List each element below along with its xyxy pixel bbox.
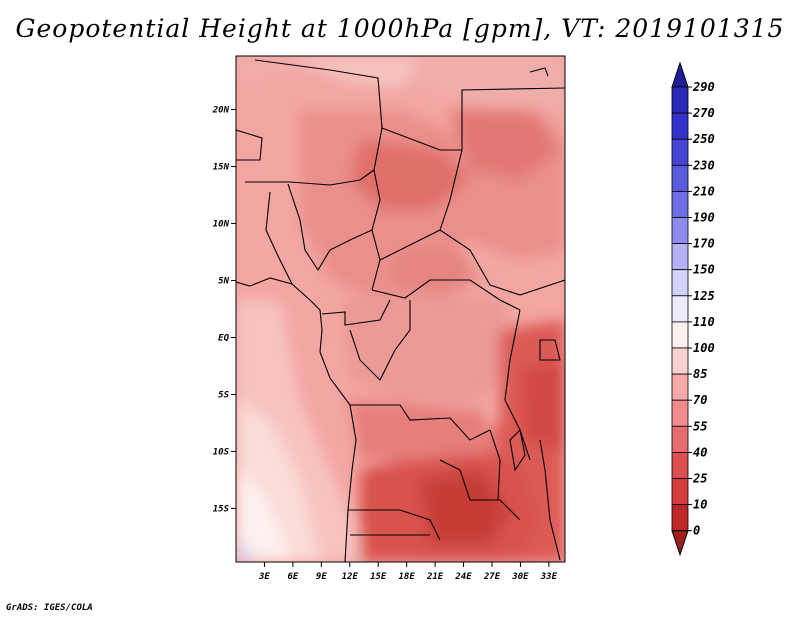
- map-title: Geopotential Height at 1000hPa [gpm], VT…: [15, 14, 785, 43]
- colorbar-swatch: [671, 138, 689, 166]
- colorbar-label: 55: [693, 419, 707, 433]
- lon-label: 12E: [342, 572, 359, 582]
- colorbar: 2902702502302101901701501251101008570554…: [671, 61, 715, 557]
- colorbar-label: 25: [692, 472, 707, 486]
- lat-label: 15S: [213, 504, 230, 514]
- colorbar-label: 170: [693, 237, 715, 251]
- colorbar-label: 270: [692, 106, 715, 120]
- colorbar-swatch: [671, 86, 689, 114]
- lon-label: 6E: [287, 572, 298, 582]
- country-borders: [236, 59, 565, 562]
- grads-credit: GrADS: IGES/COLA: [6, 603, 93, 613]
- colorbar-label: 210: [692, 184, 715, 198]
- colorbar-swatch: [671, 112, 689, 140]
- colorbar-label: 150: [693, 263, 715, 277]
- lat-label: 10S: [213, 447, 230, 457]
- lon-label: 27E: [483, 572, 501, 582]
- lat-label: 15N: [213, 163, 230, 173]
- lon-label: 24E: [454, 572, 472, 582]
- lat-label: EQ: [218, 333, 229, 343]
- colorbar-label: 70: [693, 393, 707, 407]
- lon-label: 18E: [399, 572, 416, 582]
- lon-label: 21E: [426, 572, 444, 582]
- colorbar-label: 250: [692, 132, 715, 146]
- lat-label: 20N: [212, 106, 230, 116]
- colorbar-swatch: [671, 164, 689, 192]
- colorbar-swatch: [671, 295, 689, 323]
- colorbar-bottom-arrow: [671, 530, 689, 557]
- map-frame: [235, 55, 566, 563]
- colorbar-swatch: [671, 504, 689, 532]
- geopotential-field: [236, 56, 565, 562]
- colorbar-label: 190: [693, 211, 715, 225]
- colorbar-label: 40: [693, 445, 707, 459]
- colorbar-swatch: [671, 451, 689, 479]
- colorbar-swatch: [671, 399, 689, 427]
- lon-label: 9E: [316, 572, 327, 582]
- colorbar-label: 125: [693, 289, 715, 303]
- colorbar-swatch: [671, 243, 689, 271]
- lat-label: 5S: [218, 390, 229, 400]
- colorbar-swatch: [671, 425, 689, 453]
- longitude-axis: 3E 6E 9E 12E 15E 18E 21E 24E 27E 30E 33E: [258, 562, 558, 582]
- colorbar-swatch: [671, 347, 689, 375]
- colorbar-swatch: [671, 321, 689, 349]
- colorbar-swatch: [671, 373, 689, 401]
- lon-label: 15E: [370, 572, 387, 582]
- lon-label: 30E: [511, 572, 529, 582]
- colorbar-label: 10: [693, 498, 707, 512]
- colorbar-label: 290: [692, 80, 715, 94]
- colorbar-label: 0: [693, 524, 700, 538]
- lon-label: 3E: [258, 572, 270, 582]
- colorbar-label: 85: [693, 367, 707, 381]
- colorbar-label: 100: [693, 341, 715, 355]
- colorbar-label: 110: [693, 315, 715, 329]
- colorbar-swatch: [671, 217, 689, 245]
- lat-label: 5N: [218, 277, 229, 287]
- colorbar-label: 230: [692, 158, 715, 172]
- colorbar-swatch: [671, 190, 689, 218]
- colorbar-swatch: [671, 269, 689, 297]
- colorbar-swatch: [671, 478, 689, 506]
- latitude-axis: 20N 15N 10N 5N EQ 5S 10S 15S: [212, 106, 236, 514]
- lat-label: 10N: [213, 220, 230, 230]
- colorbar-top-arrow: [671, 61, 689, 88]
- lon-label: 33E: [540, 572, 558, 582]
